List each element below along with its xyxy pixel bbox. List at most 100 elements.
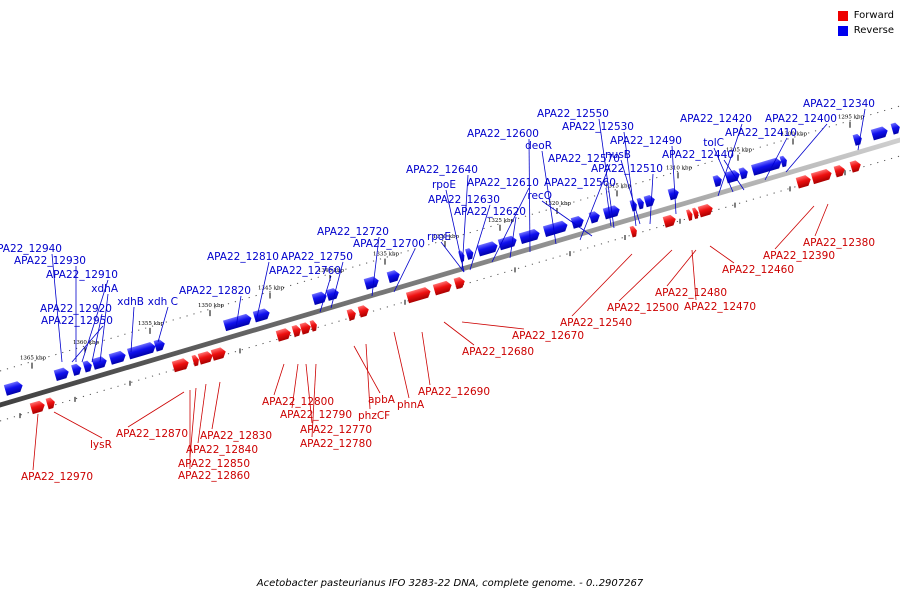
reverse-leader-line <box>469 204 491 271</box>
forward-gene-arrow <box>346 308 356 321</box>
forward-gene-label: APA22_12780 <box>300 438 372 450</box>
reverse-leader-line <box>461 174 469 271</box>
reverse-gene-label: APA22_12760 <box>269 265 341 277</box>
scale-tick-label: 1315 kbp <box>605 183 632 189</box>
reverse-gene-arrow <box>852 133 862 146</box>
reverse-gene-label: APA22_12810 <box>207 251 279 263</box>
reverse-leader-line <box>713 147 734 193</box>
forward-gene-label: APA22_12840 <box>186 444 258 456</box>
reverse-gene-label: APA22_12570 <box>548 153 620 165</box>
forward-gene-arrow <box>692 207 699 220</box>
reverse-gene-label: APA22_12340 <box>803 98 875 110</box>
reverse-gene-label: APA22_12920 <box>40 303 112 315</box>
label-leader-lines <box>32 108 866 471</box>
reverse-gene-label: APA22_12400 <box>765 113 837 125</box>
reverse-gene-label: APA22_12930 <box>14 255 86 267</box>
reverse-gene-label: APA22_12550 <box>537 108 609 120</box>
scale-tick-label: 1320 kbp <box>545 201 572 207</box>
reverse-leader-line <box>598 118 615 229</box>
forward-gene-arrow <box>291 325 301 337</box>
reverse-leader-line <box>157 306 169 343</box>
forward-leader-line <box>365 343 371 410</box>
reverse-gene-arrow <box>476 241 498 257</box>
reverse-leader-line <box>71 325 104 363</box>
reverse-leader-line <box>717 123 743 197</box>
forward-gene-arrow <box>45 397 55 410</box>
forward-leader-line <box>421 331 431 386</box>
forward-gene-arrow <box>357 305 369 318</box>
scale-tick-label: 1310 kbp <box>666 165 693 171</box>
forward-gene-label: APA22_12480 <box>655 287 727 299</box>
reverse-gene-label: deoR <box>525 140 552 152</box>
forward-leader-line <box>666 249 697 287</box>
forward-leader-line <box>291 363 299 409</box>
reverse-gene-label: APA22_12620 <box>454 206 526 218</box>
forward-gene-arrow <box>299 322 311 335</box>
reverse-swatch <box>837 25 848 36</box>
reverse-leader-line <box>623 131 637 227</box>
reverse-gene-arrow <box>363 276 379 290</box>
reverse-leader-line <box>235 295 242 329</box>
reverse-gene-arrow <box>497 235 517 251</box>
reverse-gene-arrow <box>518 228 540 245</box>
forward-gene-arrow <box>405 287 431 304</box>
reverse-gene-arrow <box>602 205 620 220</box>
reverse-leader-line <box>255 261 270 323</box>
reverse-gene-label: APA22_12640 <box>406 164 478 176</box>
forward-gene-label: APA22_12670 <box>512 330 584 342</box>
reverse-gene-label: APA22_12440 <box>662 149 734 161</box>
reverse-gene-arrow <box>82 360 92 373</box>
scale-tick-label: 1360 kbp <box>73 340 100 346</box>
forward-gene-label: phzCF <box>358 410 390 422</box>
reverse-gene-label: APA22_12820 <box>179 285 251 297</box>
legend-reverse-label: Reverse <box>853 25 894 36</box>
reverse-gene-arrow <box>570 215 584 229</box>
forward-gene-arrow <box>795 175 811 189</box>
forward-gene-label: APA22_12830 <box>200 430 272 442</box>
reverse-gene-arrow <box>870 126 888 141</box>
forward-gene-arrow <box>629 225 637 238</box>
reverse-gene-label: APA22_12910 <box>46 269 118 281</box>
forward-leader-line <box>189 387 197 458</box>
reverse-gene-arrow <box>91 356 107 370</box>
reverse-gene-label: APA22_12630 <box>428 194 500 206</box>
figure-caption: Acetobacter pasteurianus IFO 3283-22 DNA… <box>256 578 644 589</box>
forward-gene-label: APA22_12790 <box>280 409 352 421</box>
scale-tick-label: 1300 kbp <box>781 132 808 138</box>
reverse-gene-label: tolC <box>703 137 724 149</box>
reverse-leader-line <box>130 306 135 353</box>
reverse-gene-arrow <box>738 167 748 180</box>
reverse-gene-arrow <box>386 270 400 283</box>
forward-leader-line <box>709 245 735 264</box>
reverse-gene-label: APA22_12750 <box>281 251 353 263</box>
reverse-gene-label: APA22_12510 <box>591 163 663 175</box>
scale-tick-label: 1335 kbp <box>373 252 400 258</box>
reverse-gene-arrow <box>779 155 787 168</box>
reverse-leader-line <box>445 189 465 273</box>
forward-leader-line <box>461 321 525 330</box>
scale-tick-label: 1350 kbp <box>198 303 225 309</box>
reverse-leader-line <box>620 159 641 225</box>
forward-leader-line <box>353 345 381 394</box>
forward-gene-arrow <box>309 320 317 332</box>
forward-leader-line <box>127 391 185 428</box>
reverse-gene-label: APA22_12410 <box>725 127 797 139</box>
legend-forward: Forward <box>837 8 894 23</box>
scale-tick-label: 1325 kbp <box>488 218 515 224</box>
forward-gene-arrow <box>29 400 45 415</box>
scale-tick-label: 1365 kbp <box>20 356 47 362</box>
legend-reverse: Reverse <box>837 23 894 38</box>
forward-leader-line <box>305 363 313 424</box>
forward-gene-label: APA22_12800 <box>262 396 334 408</box>
reverse-gene-label: xdh C <box>148 296 178 308</box>
forward-gene-label: APA22_12970 <box>21 471 93 483</box>
forward-leader-line <box>311 363 317 438</box>
forward-gene-label: APA22_12460 <box>722 264 794 276</box>
axis-band <box>0 137 900 408</box>
reverse-gene-arrow <box>71 363 82 376</box>
forward-leader-line <box>53 411 103 439</box>
forward-gene-label: APA22_12390 <box>763 250 835 262</box>
reverse-gene-label: APA22_12700 <box>353 238 425 250</box>
forward-gene-arrow <box>833 165 845 178</box>
